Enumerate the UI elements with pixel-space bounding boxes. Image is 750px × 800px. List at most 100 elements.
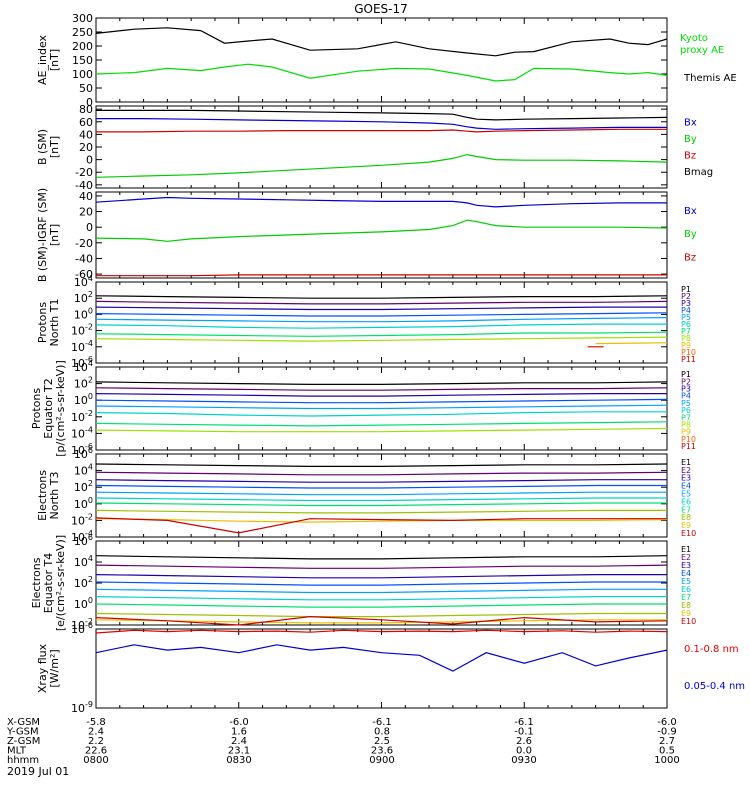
y-tick-label: 100 <box>72 68 93 81</box>
ephemeris-value: 0900 <box>369 755 394 766</box>
series-line-p1 <box>95 295 668 299</box>
legend-entry: P9 <box>681 428 691 437</box>
legend-entry: proxy AE <box>680 45 724 56</box>
legend-entry: Bx <box>684 118 697 129</box>
ephemeris-row-label: Y-GSM <box>6 727 39 738</box>
series-line-themis-ae <box>95 27 668 57</box>
series-line-bx <box>95 196 667 208</box>
y-axis-label: ElectronsEquator T4[e/(cm²-s-sr-keV)] <box>30 535 67 631</box>
y-axis-label: B (SM)-IGRF (SM)[nT] <box>36 188 61 282</box>
legend-entry: Kyoto <box>680 33 708 44</box>
y-tick-label: 102 <box>74 575 93 590</box>
series-line-e4 <box>95 581 667 586</box>
y-axis-label: ProtonsEquator T2[p/(cm²-s-sr-keV)] <box>30 360 67 457</box>
ephemeris-value: 0.0 <box>516 746 532 757</box>
y-tick-label: 200 <box>72 40 93 53</box>
legend-entry: P11 <box>681 442 696 451</box>
y-tick-label: -40 <box>75 179 93 192</box>
y-axis-label: Xray flux[W/m²] <box>36 643 61 693</box>
legend-entry: P5 <box>681 399 691 408</box>
legend-entry: P6 <box>681 320 691 329</box>
y-tick-label: 10-9 <box>71 700 93 715</box>
series-line-kyoto-proxy-ae <box>95 63 668 82</box>
y-tick-label: 20 <box>79 141 93 154</box>
series-line-bz <box>96 128 667 133</box>
y-tick-label: 80 <box>79 103 93 116</box>
y-axis-label: ElectronsNorth T3 <box>36 470 61 521</box>
legend-entry: E3 <box>681 474 691 483</box>
legend-entry: P10 <box>681 348 696 357</box>
legend-entry: P8 <box>681 334 691 343</box>
ephemeris-value: -0.1 <box>514 727 534 738</box>
legend-entry: P5 <box>681 313 691 322</box>
series-line-e3 <box>95 573 667 579</box>
ephemeris-row-label: Z-GSM <box>7 736 40 747</box>
y-tick-label: 10-2 <box>71 512 93 527</box>
legend-entry: P6 <box>681 406 691 415</box>
ephemeris-value: 2.2 <box>88 736 104 747</box>
legend-entry: E6 <box>681 497 691 506</box>
date-label: 2019 Jul 01 <box>7 765 69 778</box>
legend-entry: E2 <box>681 466 691 475</box>
ephemeris-value: 1.6 <box>231 727 247 738</box>
panels-group: 050100150200250300AE_index[nT]Kyotoproxy… <box>30 12 745 715</box>
y-tick-label: 10-2 <box>71 323 93 338</box>
ephemeris-value: 23.1 <box>228 746 250 757</box>
y-tick-label: -40 <box>75 252 93 265</box>
y-tick-label: 40 <box>79 190 93 203</box>
y-tick-label: 100 <box>74 306 93 321</box>
legend-entry: P2 <box>681 292 691 301</box>
series-line-by <box>95 153 668 178</box>
ephemeris-value: -5.8 <box>86 717 106 728</box>
y-tick-label: 300 <box>72 12 93 25</box>
series-line-by <box>95 219 668 242</box>
series-line-e9 <box>95 518 668 523</box>
legend-entry: P11 <box>681 355 696 364</box>
legend-entry: P7 <box>681 413 691 422</box>
legend-entry: E10 <box>681 617 696 626</box>
y-tick-label: 60 <box>79 116 93 129</box>
panel-8: 10-9 10-6 Xray flux[W/m²] 0.1-0.8 nm 0.05-0.… <box>36 621 745 715</box>
ephemeris-value: 1000 <box>654 755 679 766</box>
series-line-p8 <box>95 427 668 433</box>
series-line-p2 <box>95 387 668 391</box>
series-line-0-1-0-8-nm <box>95 629 668 634</box>
series-line-e5 <box>95 588 667 594</box>
series-line-e3 <box>95 479 667 483</box>
panel-frame <box>95 281 668 364</box>
panel-frame <box>95 191 668 279</box>
legend-entry: E7 <box>681 593 691 602</box>
series-line-e8 <box>95 612 667 618</box>
y-tick-label: 10-4 <box>71 339 93 354</box>
legend-entry: E5 <box>681 577 691 586</box>
legend-entry: E8 <box>681 513 691 522</box>
legend-entry: E1 <box>681 458 691 467</box>
series-line-p5 <box>95 317 668 323</box>
ephemeris-value: 0800 <box>83 755 108 766</box>
legend-entry: E9 <box>681 609 691 618</box>
series-line-p4 <box>95 312 668 317</box>
y-tick-label: 10-6 <box>71 621 93 636</box>
series-line-e8 <box>95 509 667 514</box>
legend-entry: E3 <box>681 561 691 570</box>
series-line-e1 <box>95 463 668 467</box>
legend-entry: Bz <box>684 252 696 263</box>
y-tick-label: -20 <box>75 237 93 250</box>
series-line-p1 <box>95 381 668 385</box>
series-line-p5 <box>95 404 668 410</box>
legend-entry: Bz <box>684 151 696 162</box>
panel-3: -60 -40 -20 0 20 40 B (SM)-IGRF (SM)[nT] Bx By Bz <box>36 188 697 282</box>
chart-title: GOES-17 <box>354 2 408 16</box>
panel-frame <box>95 628 668 709</box>
ephemeris-value: 0830 <box>226 755 251 766</box>
legend-entry: P3 <box>681 299 691 308</box>
y-axis-label: ProtonsNorth T1 <box>36 299 61 347</box>
y-axis-label: B (SM)[nT] <box>36 129 61 165</box>
legend-entry: Bx <box>684 206 697 217</box>
legend-entry: P4 <box>681 306 691 315</box>
series-line-p7 <box>95 421 668 427</box>
legend-entry: By <box>684 134 697 145</box>
ephemeris-row-label: X-GSM <box>7 717 40 728</box>
